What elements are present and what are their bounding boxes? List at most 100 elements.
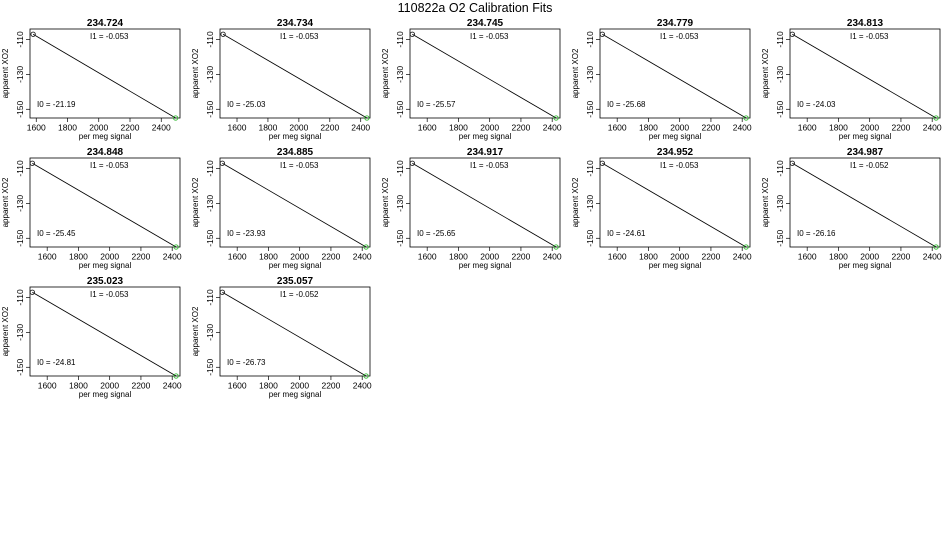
fit-line (792, 33, 937, 119)
slope-label: I1 = -0.053 (850, 32, 889, 41)
data-point (409, 160, 415, 166)
x-tick-label: 1600 (228, 123, 247, 133)
x-tick-label: 2000 (860, 252, 879, 262)
calibration-panel: 235.057 1600 1800 2000 2200 2400 -110 -130 -150 p… (191, 276, 372, 399)
x-tick-label: 2000 (100, 252, 119, 262)
fit-line (222, 291, 367, 377)
y-tick-label: -110 (15, 160, 25, 177)
data-point (173, 244, 179, 250)
x-axis-label: per meg signal (269, 390, 322, 399)
y-tick-label: -150 (205, 100, 215, 117)
plot-frame (219, 157, 371, 248)
panel-title: 234.885 (277, 147, 314, 158)
fit-line (602, 162, 747, 248)
slope-label: I1 = -0.053 (660, 32, 699, 41)
data-point (29, 160, 35, 166)
data-point (553, 244, 559, 250)
x-tick-label: 2200 (321, 252, 340, 262)
x-tick-label: 2400 (353, 252, 372, 262)
y-tick-label: -150 (775, 100, 785, 117)
y-tick-label: -110 (205, 289, 215, 306)
data-point (743, 115, 749, 121)
y-tick-label: -150 (395, 229, 405, 246)
data-point (933, 115, 939, 121)
x-tick-label: 2000 (290, 381, 309, 391)
plot-frame (789, 28, 941, 119)
x-tick-label: 2200 (891, 252, 910, 262)
panel-title: 234.813 (847, 18, 884, 29)
y-tick-label: -110 (585, 31, 595, 48)
y-tick-label: -110 (395, 31, 405, 48)
calibration-panel: 234.813 1600 1800 2000 2200 2400 -110 -130 -150 p… (761, 18, 942, 141)
fit-line (412, 162, 557, 248)
data-point (220, 31, 226, 37)
panel-title: 234.848 (87, 147, 124, 158)
x-tick-label: 2400 (163, 381, 182, 391)
y-tick-label: -150 (395, 100, 405, 117)
figure-title: 110822a O2 Calibration Fits (397, 1, 553, 15)
slope-label: I1 = -0.053 (470, 32, 509, 41)
data-point (219, 160, 225, 166)
x-tick-label: 2000 (289, 123, 308, 133)
slope-label: I1 = -0.053 (90, 290, 129, 299)
y-axis-label: apparent XO2 (761, 48, 770, 98)
panel-title: 234.724 (87, 18, 124, 29)
x-tick-label: 2200 (511, 252, 530, 262)
x-tick-label: 1800 (58, 123, 77, 133)
y-axis-label: apparent XO2 (1, 48, 10, 98)
calibration-panel: 235.023 1600 1800 2000 2200 2400 -110 -130 -150 p… (1, 276, 182, 399)
y-tick-label: -130 (775, 195, 785, 212)
x-tick-label: 1600 (608, 252, 627, 262)
panel-title: 234.952 (657, 147, 694, 158)
intercept-label: I0 = -24.81 (37, 358, 76, 367)
y-tick-label: -130 (395, 66, 405, 83)
fit-line (602, 33, 747, 119)
fit-line (222, 33, 368, 119)
x-tick-label: 2200 (121, 123, 140, 133)
slope-label: I1 = -0.053 (280, 32, 319, 41)
x-tick-label: 2400 (163, 252, 182, 262)
fit-line (32, 291, 177, 377)
x-tick-label: 1600 (228, 252, 247, 262)
x-tick-label: 1800 (258, 123, 277, 133)
data-point (409, 31, 415, 37)
x-tick-label: 1600 (38, 252, 57, 262)
y-tick-label: -150 (205, 358, 215, 375)
y-tick-label: -110 (775, 160, 785, 177)
plot-frame (409, 28, 561, 119)
calibration-panel: 234.779 1600 1800 2000 2200 2400 -110 -130 -150 p… (571, 18, 752, 141)
x-tick-label: 1800 (69, 252, 88, 262)
y-axis-label: apparent XO2 (761, 177, 770, 227)
y-tick-label: -110 (205, 31, 215, 48)
intercept-label: I0 = -25.65 (417, 229, 456, 238)
data-point (599, 160, 605, 166)
x-tick-label: 2400 (543, 123, 562, 133)
plot-frame (29, 157, 181, 248)
fit-line (792, 162, 937, 248)
x-tick-label: 1600 (418, 123, 437, 133)
slope-label: I1 = -0.052 (850, 161, 889, 170)
y-tick-label: -110 (775, 31, 785, 48)
slope-label: I1 = -0.053 (90, 32, 129, 41)
y-tick-label: -150 (585, 229, 595, 246)
panel-title: 235.057 (277, 276, 314, 287)
panel-title: 234.987 (847, 147, 884, 158)
plot-frame (599, 157, 751, 248)
y-axis-label: apparent XO2 (1, 177, 10, 227)
y-tick-label: -130 (775, 66, 785, 83)
panel-title: 234.917 (467, 147, 504, 158)
x-axis-label: per meg signal (79, 132, 132, 141)
plot-frame (29, 28, 181, 119)
y-axis-label: apparent XO2 (191, 306, 200, 356)
y-tick-label: -130 (585, 66, 595, 83)
data-point (553, 115, 559, 121)
x-tick-label: 2400 (543, 252, 562, 262)
x-tick-label: 1600 (27, 123, 46, 133)
x-axis-label: per meg signal (269, 261, 322, 270)
data-point (363, 373, 369, 379)
x-axis-label: per meg signal (269, 132, 322, 141)
plot-frame (409, 157, 561, 248)
x-tick-label: 2000 (290, 252, 309, 262)
intercept-label: I0 = -26.16 (797, 229, 836, 238)
slope-label: I1 = -0.052 (280, 290, 319, 299)
